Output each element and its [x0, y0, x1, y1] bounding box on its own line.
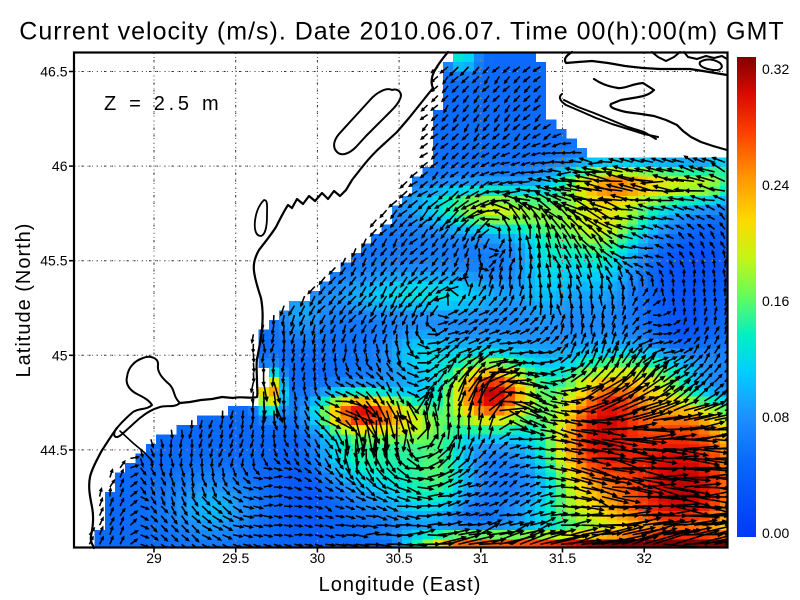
svg-text:32: 32	[636, 550, 652, 566]
svg-text:0.00: 0.00	[762, 525, 789, 541]
svg-text:0.24: 0.24	[762, 177, 789, 193]
svg-text:44.5: 44.5	[40, 442, 67, 458]
svg-text:45.5: 45.5	[40, 253, 67, 269]
svg-text:0.08: 0.08	[762, 409, 789, 425]
svg-text:30.5: 30.5	[385, 550, 412, 566]
svg-text:Longitude (East): Longitude (East)	[319, 574, 482, 596]
svg-text:31: 31	[473, 550, 489, 566]
svg-text:46: 46	[52, 158, 68, 174]
svg-text:45: 45	[52, 347, 68, 363]
svg-text:30: 30	[310, 550, 326, 566]
svg-text:46.5: 46.5	[40, 64, 67, 80]
svg-text:29: 29	[146, 550, 162, 566]
svg-text:31.5: 31.5	[549, 550, 576, 566]
svg-text:Latitude (North): Latitude (North)	[13, 223, 35, 378]
svg-text:29.5: 29.5	[222, 550, 249, 566]
svg-text:Current velocity (m/s). Date 2: Current velocity (m/s). Date 2010.06.07.…	[19, 18, 784, 46]
svg-text:0.32: 0.32	[762, 61, 789, 77]
svg-text:0.16: 0.16	[762, 293, 789, 309]
svg-text:Z = 2.5 m: Z = 2.5 m	[104, 93, 222, 115]
